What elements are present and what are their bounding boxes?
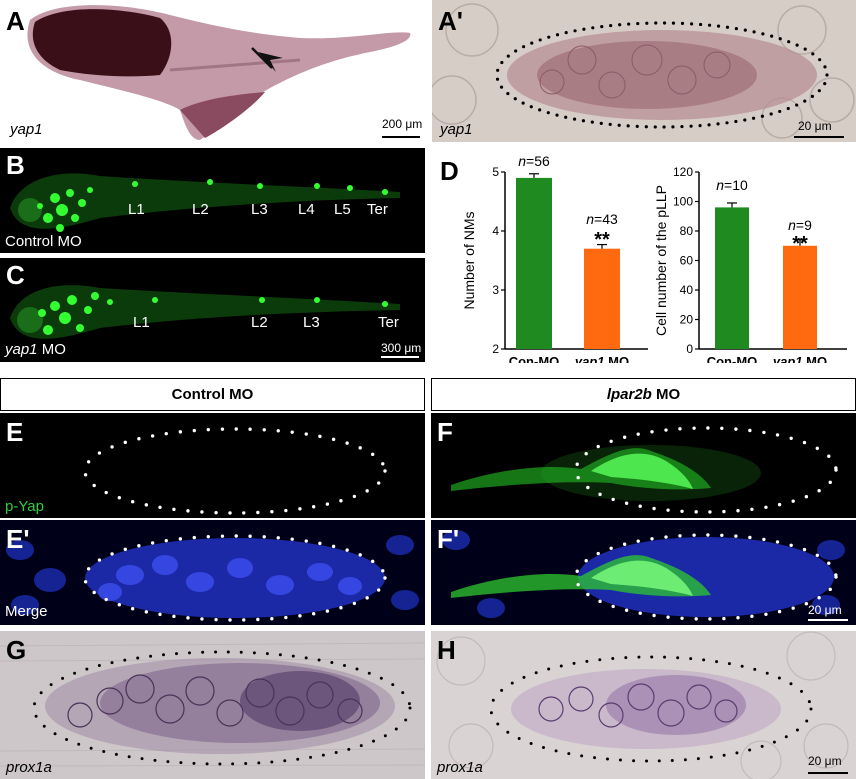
panel-c: C L1 L2 L3 Ter yap1 MO 300 μm <box>0 258 425 362</box>
panel-a-scale-text: 200 μm <box>382 117 423 131</box>
nm-count-chart: 2 3 4 5 Number of NMs n=56 Con-MO n=43 ** yap1 MO <box>461 153 648 363</box>
panel-a-label: A <box>6 6 25 36</box>
panel-a-prime-gene-label: yap1 <box>440 121 473 138</box>
panel-e: E p-Yap <box>0 413 425 518</box>
significance-marker: ** <box>792 233 808 255</box>
neuromast-label-ter: Ter <box>367 201 388 218</box>
panel-h-image <box>431 631 856 779</box>
panel-f-image <box>451 426 838 514</box>
panel-e-prime: E' Merge <box>0 520 425 625</box>
panel-b-condition: Control MO <box>5 233 82 250</box>
panel-f-prime-scale-text: 20 μm <box>808 603 842 617</box>
panel-f-prime-image <box>431 520 856 625</box>
y-tick-label: 5 <box>492 165 499 179</box>
y-tick-label: 60 <box>680 254 694 268</box>
panel-a: A yap1 200 μm <box>0 0 425 142</box>
n-label: n=56 <box>518 153 550 169</box>
neuromast-label-ter: Ter <box>378 314 399 331</box>
bar <box>516 177 552 349</box>
bar <box>584 248 620 349</box>
panel-h-scale-text: 20 μm <box>808 754 842 768</box>
panel-g-label: G <box>6 635 27 665</box>
panel-c-condition-gene: yap1 <box>5 341 38 358</box>
y-tick-label: 40 <box>680 283 694 297</box>
panel-a-embryo-image <box>27 5 411 140</box>
neuromast-label-1: L1 <box>128 201 145 218</box>
panel-a-prime: A' yap1 20 μm <box>432 0 856 142</box>
y-tick-label: 4 <box>492 224 499 238</box>
y-tick-label: 2 <box>492 342 499 356</box>
category-label: yap1 MO <box>772 354 827 363</box>
control-mo-header: Control MO <box>0 378 425 411</box>
y-tick-label: 80 <box>680 224 694 238</box>
neuromast-label-4: L4 <box>298 201 315 218</box>
neuromast-label-3: L3 <box>303 314 320 331</box>
n-label: n=10 <box>716 177 748 193</box>
significance-marker: ** <box>594 229 610 251</box>
neuromast-label-5: L5 <box>334 201 351 218</box>
panel-g-gene-label: prox1a <box>6 759 52 776</box>
category-label: Con-MO <box>707 354 758 363</box>
panel-e-prime-channel-label: Merge <box>5 603 48 620</box>
panel-a-prime-scale-text: 20 μm <box>798 119 832 133</box>
category-label: Con-MO <box>509 354 560 363</box>
y-tick-label: 100 <box>673 195 693 209</box>
panel-b-label: B <box>6 150 25 180</box>
panel-d-label: D <box>440 156 459 186</box>
panel-e-label: E <box>6 417 24 447</box>
neuromast-label-2: L2 <box>251 314 268 331</box>
panel-b: B L1 L2 L3 L4 L5 Ter Control MO <box>0 148 425 253</box>
panel-f-label: F <box>437 417 453 447</box>
bar <box>715 207 749 349</box>
panel-c-condition-suffix: MO <box>37 341 66 358</box>
panel-h-scale-bar <box>808 772 848 774</box>
panel-h-label: H <box>437 635 456 665</box>
panel-a-scale-bar <box>382 136 420 138</box>
y-tick-label: 20 <box>680 313 694 327</box>
panel-a-prime-scale-bar <box>794 136 844 138</box>
neuromast-label-3: L3 <box>251 201 268 218</box>
bar <box>783 245 817 349</box>
panel-c-embryo-image <box>10 285 400 339</box>
panel-g-image <box>0 631 425 779</box>
lpar2b-mo-header: lpar2b MO <box>431 378 856 411</box>
panel-f-prime: F' 20 μm <box>431 520 856 625</box>
lpar2b-mo-header-gene: lpar2b <box>606 386 652 403</box>
n-label: n=43 <box>586 211 618 227</box>
lpar2b-mo-header-suffix: MO <box>651 386 681 403</box>
panel-c-label: C <box>6 260 25 290</box>
panel-e-image <box>83 427 387 515</box>
y-tick-label: 3 <box>492 283 499 297</box>
pllp-cell-chart: 0 20 40 60 80 100 120 Cell number of the pLLP n=… <box>653 165 847 363</box>
y-tick-label: 0 <box>686 342 693 356</box>
panel-a-prime-label: A' <box>438 6 463 36</box>
panel-h-gene-label: prox1a <box>437 759 483 776</box>
y-axis-label: Cell number of the pLLP <box>653 185 669 336</box>
panel-f: F <box>431 413 856 518</box>
panel-g: G prox1a <box>0 631 425 779</box>
panel-c-condition: yap1 MO <box>5 342 66 357</box>
panel-c-scale-text: 300 μm <box>381 341 422 355</box>
y-axis-label: Number of NMs <box>461 211 477 309</box>
panel-a-gene-label: yap1 <box>10 121 43 138</box>
panel-b-embryo-image <box>10 173 400 232</box>
panel-a-prime-image <box>432 0 856 142</box>
panel-e-channel-label: p-Yap <box>5 498 44 515</box>
y-tick-label: 120 <box>673 165 693 179</box>
panel-e-prime-label: E' <box>6 524 30 554</box>
panel-h: H prox1a 20 μm <box>431 631 856 779</box>
panel-f-prime-label: F' <box>437 524 460 554</box>
neuromast-label-2: L2 <box>192 201 209 218</box>
panel-f-prime-scale-bar <box>808 619 848 621</box>
category-label: yap1 MO <box>574 354 629 363</box>
panel-c-scale-bar <box>381 356 419 358</box>
neuromast-label-1: L1 <box>133 314 150 331</box>
panel-e-prime-image <box>0 520 425 625</box>
n-label: n=9 <box>788 217 812 233</box>
